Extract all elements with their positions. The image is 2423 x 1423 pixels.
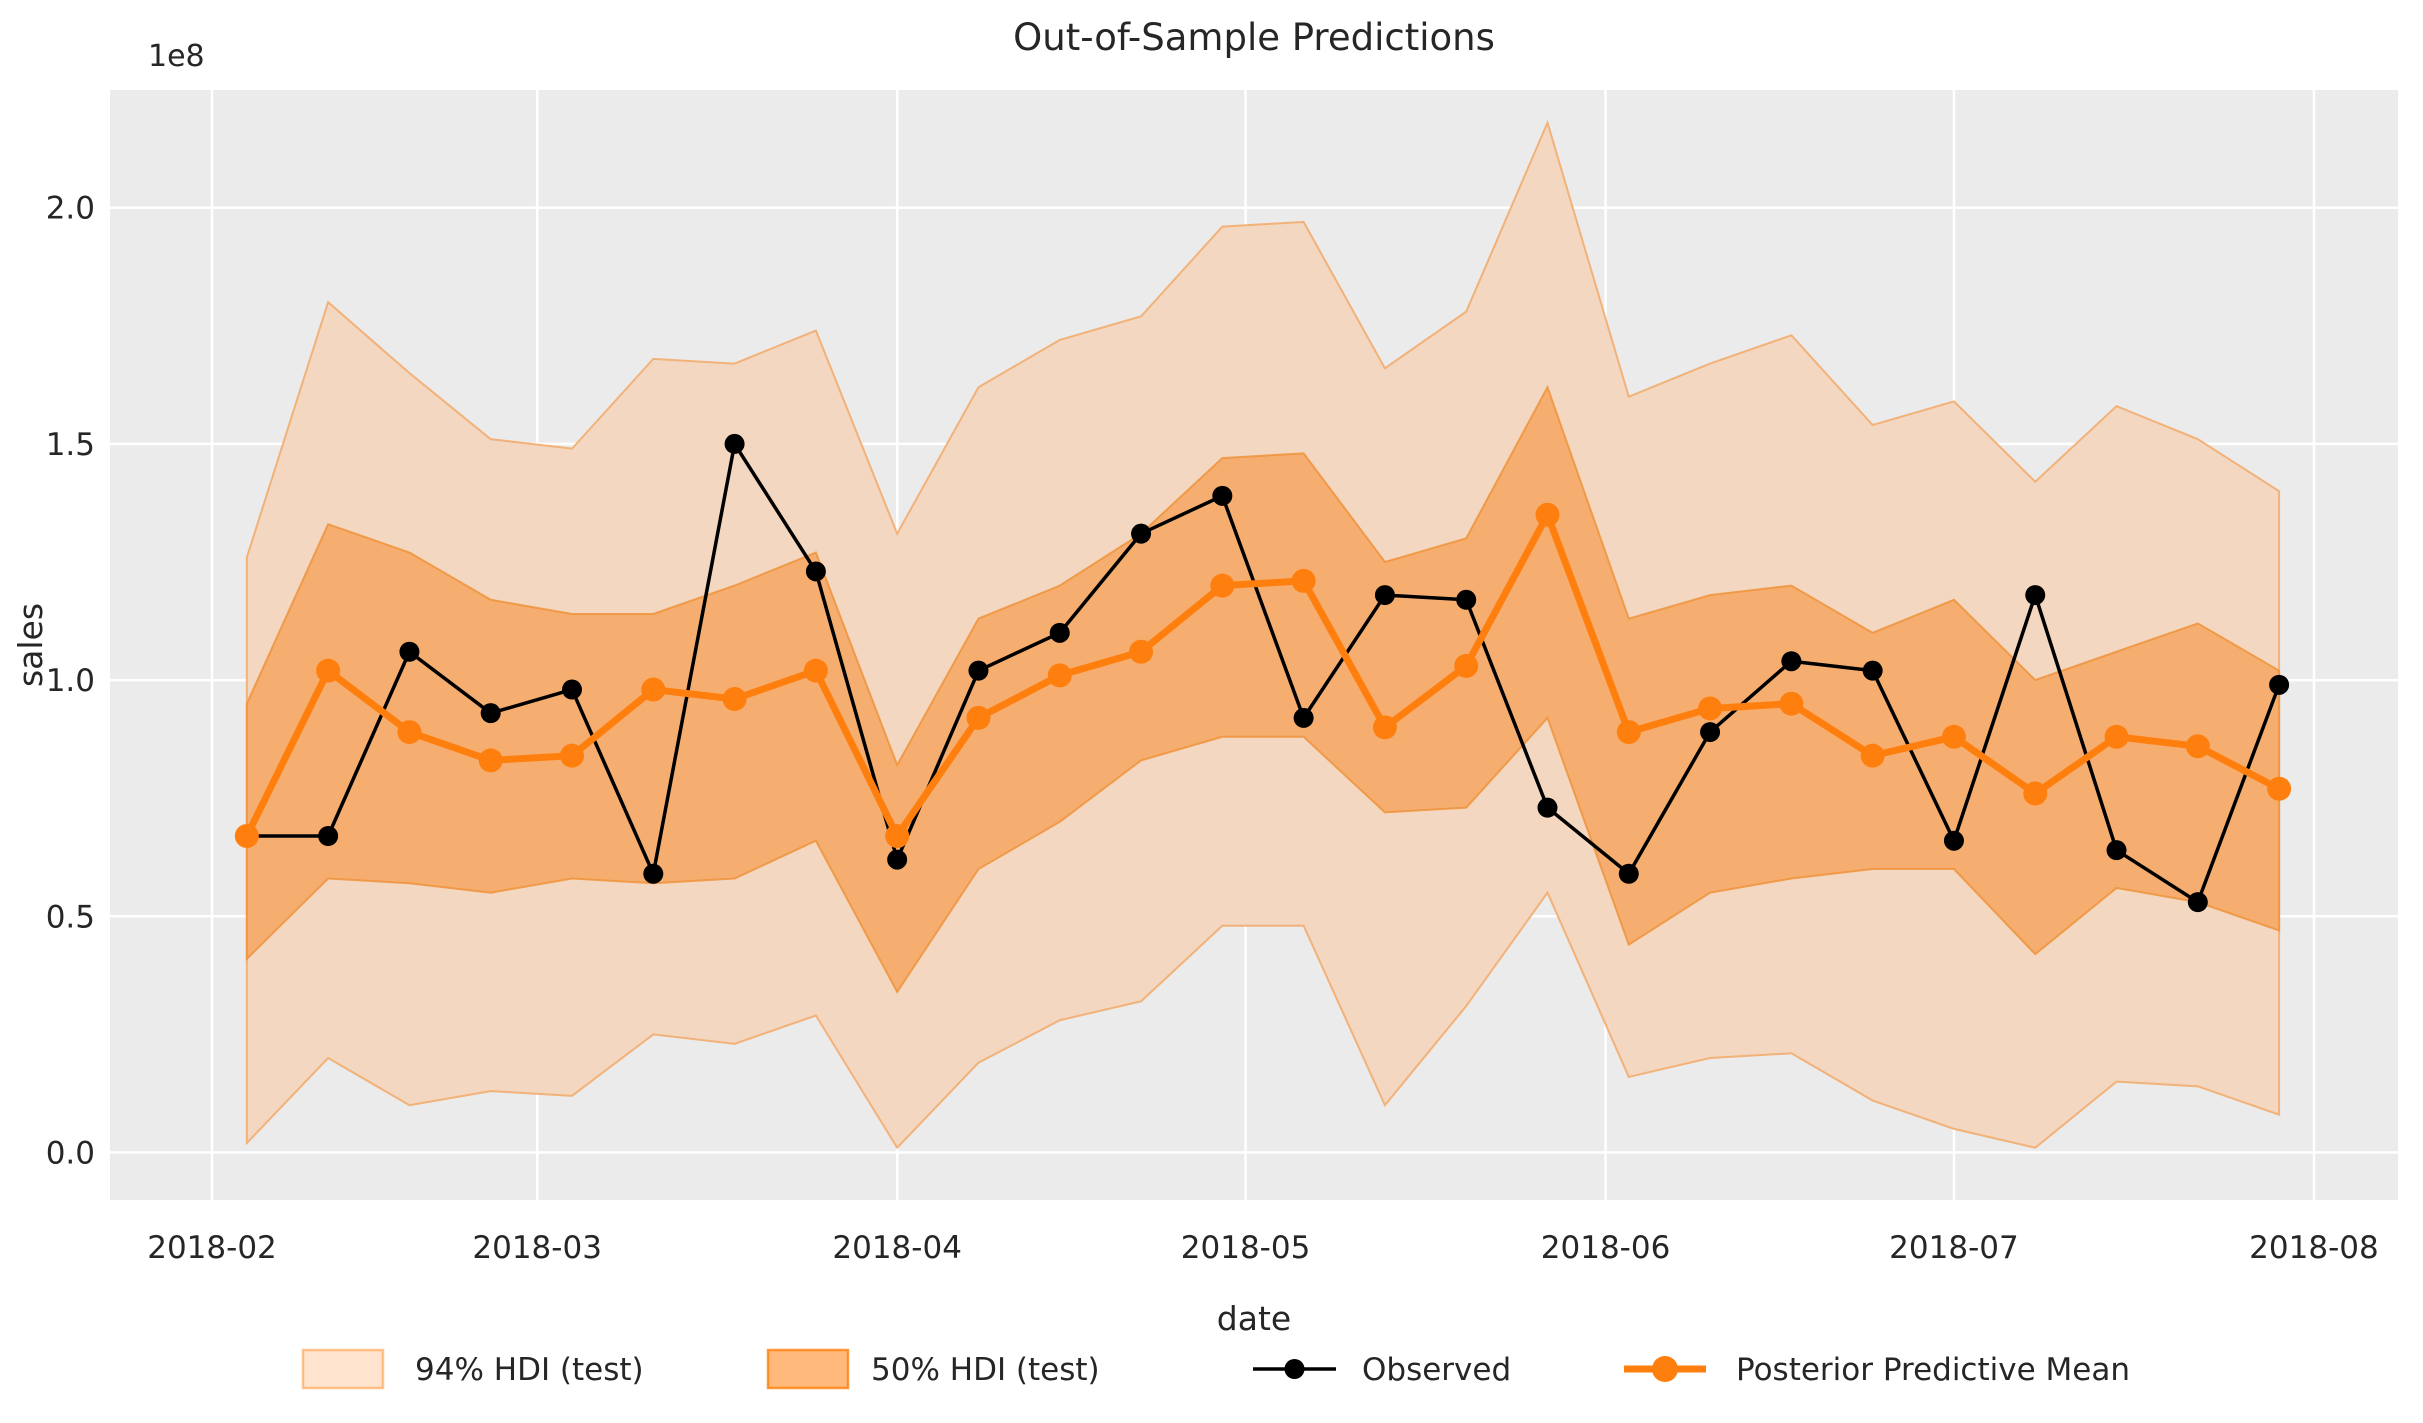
observed-point [1374,585,1395,606]
x-tick-label: 2018-08 [2249,1230,2379,1266]
legend-marker [1652,1356,1678,1382]
observed-point [318,825,339,846]
observed-point [2269,674,2290,695]
posterior-mean-point [478,748,503,773]
legend-marker [1284,1359,1305,1379]
observed-point [968,660,989,681]
x-tick-label: 2018-05 [1181,1230,1311,1266]
legend-item: Observed [1253,1352,1511,1388]
observed-point [887,849,908,870]
x-axis-label: date [1217,1299,1291,1338]
observed-point [724,433,745,454]
posterior-mean-point [1535,502,1560,527]
posterior-mean-point [2104,724,2129,749]
legend-swatch [301,1348,385,1390]
y-axis-label: sales [11,603,50,687]
posterior-mean-point [1779,691,1804,716]
posterior-mean-point [1210,573,1235,598]
observed-point [1212,485,1233,506]
chart-title: Out-of-Sample Predictions [1013,16,1495,59]
observed-point [1049,622,1070,643]
legend-label: Posterior Predictive Mean [1736,1352,2130,1388]
y-tick-label: 0.5 [46,899,95,935]
observed-point [2187,892,2208,913]
posterior-mean-point [722,686,747,711]
legend-label: Observed [1362,1352,1511,1388]
posterior-mean-point [397,720,422,745]
legend-item: 50% HDI (test) [766,1348,1100,1390]
y-tick-labels: 0.0 0.5 1.0 1.5 2.0 [46,191,95,1172]
observed-point [2025,585,2046,606]
posterior-mean-point [1860,743,1885,768]
posterior-mean-point [1047,663,1072,688]
posterior-mean-point [560,743,585,768]
x-tick-label: 2018-07 [1889,1230,2019,1266]
posterior-mean-point [803,658,828,683]
legend-swatch [766,1348,850,1390]
posterior-mean-point [1941,724,1966,749]
legend-label: 94% HDI (test) [415,1352,644,1388]
observed-point [480,703,501,724]
y-tick-label: 0.0 [46,1136,95,1172]
legend-item: 94% HDI (test) [301,1348,644,1390]
posterior-mean-line [243,511,2281,840]
x-tick-label: 2018-02 [147,1230,277,1266]
observed-point [805,561,826,582]
hdi50-band [245,384,2281,994]
posterior-mean-point [966,705,991,730]
x-tick-label: 2018-06 [1541,1230,1671,1266]
observed-point [643,863,664,884]
posterior-mean-point [2267,776,2292,801]
y-tick-label: 1.0 [46,663,95,699]
posterior-mean-point [234,823,259,848]
observed-point [1293,707,1314,728]
observed-point [1781,651,1802,672]
posterior-mean-point [1129,639,1154,664]
observed-point [1862,660,1883,681]
posterior-mean-point [316,658,341,683]
posterior-mean-point [2023,781,2048,806]
series-lines [234,433,2292,913]
x-tick-label: 2018-04 [832,1230,962,1266]
observed-point [1943,830,1964,851]
posterior-mean-point [1372,715,1397,740]
legend-label: 50% HDI (test) [871,1352,1100,1388]
observed-point [1131,523,1152,544]
posterior-mean-point [1616,720,1641,745]
y-tick-label: 1.5 [46,427,95,463]
observed-point [1700,722,1721,743]
posterior-mean-point [641,677,666,702]
posterior-mean-point [885,823,910,848]
observed-point [2106,840,2127,861]
observed-point [1618,863,1639,884]
observed-point [1537,797,1558,818]
legend-item: Posterior Predictive Mean [1624,1352,2130,1388]
posterior-mean-point [2185,734,2210,759]
x-tick-labels: 2018-02 2018-03 2018-04 2018-05 2018-06 2018-… [147,1230,2378,1266]
x-tick-label: 2018-03 [472,1230,602,1266]
observed-point [1456,589,1477,610]
observed-point [562,679,583,700]
y-tick-label: 2.0 [46,191,95,227]
posterior-mean-point [1454,653,1479,678]
hdi-bands [245,119,2281,1150]
axis-offset-text: 1e8 [148,39,205,74]
observed-point [399,641,420,662]
posterior-mean-point [1698,696,1723,721]
legend: 94% HDI (test) 50% HDI (test) Observed Post… [301,1348,2130,1390]
posterior-mean-point [1291,568,1316,593]
observed-line [246,442,2281,904]
